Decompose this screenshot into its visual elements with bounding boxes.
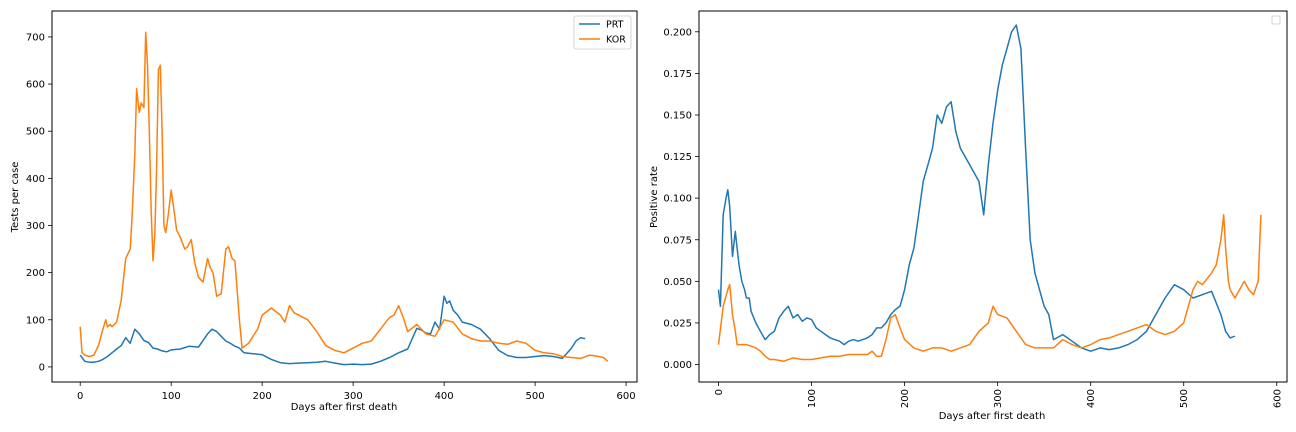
right-y-tick-label: 0.075: [663, 235, 692, 246]
left-y-tick-label: 200: [26, 268, 45, 279]
left-plot-content: [79, 31, 609, 366]
left-x-tick-label: 500: [526, 391, 545, 402]
legend-label-kor: KOR: [606, 35, 626, 46]
left-series-line-prt: [79, 295, 586, 366]
left-x-tick-label: 100: [162, 391, 181, 402]
right-y-tick-label: 0.125: [663, 152, 692, 163]
right-y-tick-label: 0.000: [663, 360, 692, 371]
right-x-axis: 0 100 200 300 400 500 600: [714, 382, 1283, 408]
left-legend: PRT KOR: [573, 15, 632, 50]
legend-label-prt: PRT: [606, 20, 624, 31]
right-x-tick-label: 0: [714, 389, 725, 395]
right-empty-legend-box: [1271, 15, 1281, 25]
right-y-tick-label: 0.200: [663, 27, 692, 38]
left-y-tick-label: 500: [26, 127, 45, 138]
left-y-axis: 0 100 200 300 400 500 600 700: [26, 32, 52, 373]
left-x-tick-label: 300: [344, 391, 363, 402]
left-x-axis: 0 100 200 300 400 500 600: [77, 382, 636, 402]
right-y-tick-label: 0.150: [663, 110, 692, 121]
right-y-tick-label: 0.050: [663, 277, 692, 288]
left-x-tick-label: 600: [617, 391, 636, 402]
right-x-tick-label: 400: [1086, 389, 1097, 408]
left-y-tick-label: 300: [26, 221, 45, 232]
left-series-line-kor: [79, 31, 609, 362]
left-y-tick-label: 700: [26, 32, 45, 43]
right-x-tick-label: 600: [1272, 389, 1283, 408]
left-y-tick-label: 100: [26, 315, 45, 326]
right-y-axis-label: Positive rate: [649, 166, 660, 228]
left-x-tick-label: 0: [77, 391, 83, 402]
left-y-axis-label: Tests per case: [10, 162, 21, 234]
left-axes-frame: [51, 10, 638, 383]
right-y-axis: 0.000 0.025 0.050 0.075 0.100 0.125 0.150 0.175…: [663, 27, 699, 371]
right-series-line-1: [717, 214, 1262, 362]
right-x-axis-label: Days after first death: [939, 411, 1046, 422]
right-x-tick-label: 500: [1179, 389, 1190, 408]
chart-panel-positive-rate: 0 100 200 300 400 500 600 0.000 0.025 0.050 0.075…: [649, 10, 1288, 422]
left-y-tick-label: 0: [39, 362, 45, 373]
right-series-line-0: [717, 24, 1236, 352]
left-x-tick-label: 400: [435, 391, 454, 402]
right-y-tick-label: 0.100: [663, 194, 692, 205]
right-plot-content: [717, 24, 1262, 362]
chart-panel-tests-per-case: 0 100 200 300 400 500 600 0 100 200 300 400 500 600 7…: [10, 10, 638, 413]
left-y-tick-label: 400: [26, 174, 45, 185]
left-y-tick-label: 600: [26, 80, 45, 91]
right-x-tick-label: 100: [807, 389, 818, 408]
right-y-tick-label: 0.175: [663, 69, 692, 80]
left-x-axis-label: Days after first death: [291, 402, 398, 413]
right-x-tick-label: 300: [993, 389, 1004, 408]
right-axes-frame: [698, 10, 1288, 383]
right-y-tick-label: 0.025: [663, 318, 692, 329]
left-x-tick-label: 200: [253, 391, 272, 402]
right-x-tick-label: 200: [900, 389, 911, 408]
